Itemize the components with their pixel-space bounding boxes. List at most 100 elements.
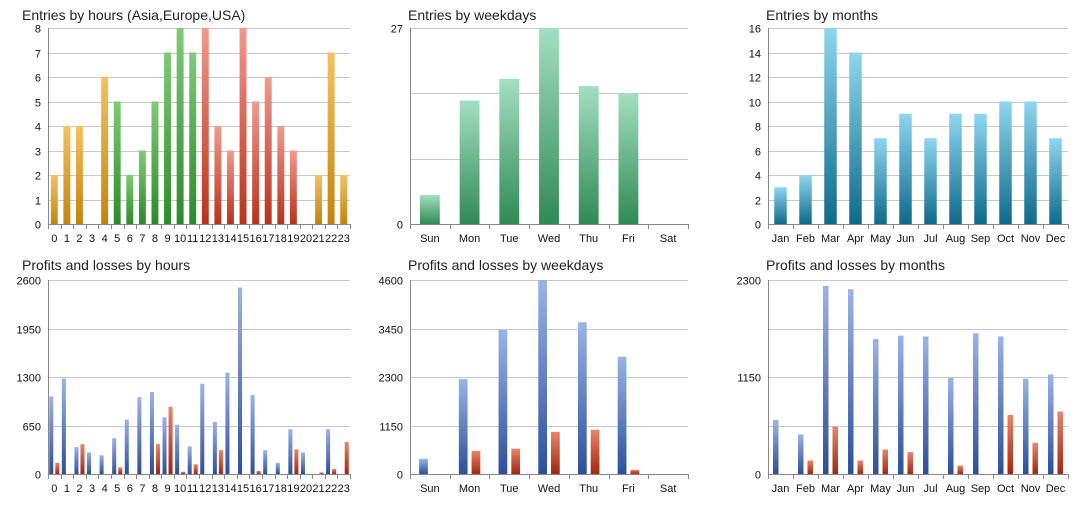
- entries-hours-xtick-label-5: 5: [114, 233, 120, 245]
- entries-hours-ytick-label: 8: [35, 24, 41, 36]
- entries-hours-xtick-label-20: 20: [300, 233, 312, 245]
- pl-hours-profits-bar-5: [112, 438, 117, 474]
- pl-weekdays-title: Profits and losses by weekdays: [408, 257, 603, 273]
- entries-hours-xtick-label-14: 14: [224, 233, 236, 245]
- entries-hours-ytick-label: 2: [35, 171, 41, 183]
- entries-hours-xtick-label-13: 13: [212, 233, 224, 245]
- pl-hours-ytick-label: 650: [23, 422, 41, 434]
- pl-months-xtick-label-jul: Jul: [923, 483, 937, 495]
- pl-hours-losses-bar-5: [118, 467, 123, 474]
- entries-hours-bar-18: [277, 126, 285, 224]
- pl-hours-profits-bar-19: [288, 429, 293, 474]
- entries-hours-ytick-label: 4: [35, 122, 41, 134]
- pl-weekdays-profits-bar-thu: [577, 322, 587, 474]
- entries-hours-bar-7: [138, 150, 146, 224]
- pl-months-losses-bar-feb: [807, 460, 813, 474]
- pl-weekdays-xtick-label-fri: Fri: [622, 483, 635, 495]
- entries-months-xtick-label-may: May: [870, 233, 891, 245]
- chart-panel-pl-months: Profits and losses by months 0 1150 2300 Jan…: [716, 250, 1075, 500]
- pl-months-ytick-label: 1150: [737, 373, 761, 385]
- pl-weekdays-ytick-label: 1150: [379, 422, 403, 434]
- pl-hours-profits-bar-16: [250, 394, 255, 474]
- pl-weekdays-profits-bar-sun: [419, 458, 428, 474]
- pl-months-losses-bar-may: [882, 449, 888, 474]
- entries-months-bar-dec: [1049, 138, 1062, 224]
- pl-weekdays-losses-bar-thu: [590, 429, 600, 474]
- pl-hours-xtick-label-6: 6: [127, 483, 133, 495]
- entries-hours-bar-1: [63, 126, 71, 224]
- entries-hours-xtick-label-0: 0: [51, 233, 57, 245]
- pl-weekdays-ytick-label: 0: [397, 470, 403, 482]
- entries-months-ytick-label: 2: [755, 196, 761, 208]
- pl-weekdays-xtick-label-wed: Wed: [538, 483, 560, 495]
- pl-hours-losses-bar-23: [344, 441, 349, 474]
- entries-weekdays-bar-wed: [539, 28, 559, 224]
- pl-hours-xtick-label-4: 4: [102, 483, 108, 495]
- pl-hours-losses-bar-19: [294, 449, 299, 474]
- entries-weekdays-bar-tue: [499, 78, 520, 224]
- entries-months-bar-apr: [849, 52, 862, 224]
- pl-months-xtick-label-mar: Mar: [821, 483, 840, 495]
- entries-hours-xtick-label-21: 21: [312, 233, 324, 245]
- chart-panel-entries-months: Entries by months 0 2 4 6 8 10 12 14 16 Jan Feb Mar A…: [716, 0, 1075, 250]
- pl-months-losses-bar-dec: [1057, 411, 1063, 474]
- entries-hours-title: Entries by hours (Asia,Europe,USA): [22, 7, 245, 23]
- pl-hours-xtick-label-1: 1: [64, 483, 70, 495]
- entries-weekdays-bar-fri: [618, 93, 639, 224]
- entries-hours-bar-22: [327, 52, 335, 224]
- entries-hours-xtick-label-17: 17: [262, 233, 274, 245]
- chart-pl-weekdays: Profits and losses by weekdays 0 1150 2300 3…: [379, 257, 689, 495]
- pl-months-ytick-label: 0: [755, 470, 761, 482]
- entries-weekdays-xtick-label-sat: Sat: [660, 233, 677, 245]
- pl-hours-losses-bar-16: [256, 471, 261, 474]
- entries-hours-xtick-label-10: 10: [174, 233, 186, 245]
- entries-weekdays-bar-mon: [459, 100, 480, 224]
- entries-months-xtick-label-jul: Jul: [923, 233, 937, 245]
- pl-hours-profits-bar-7: [137, 397, 142, 474]
- entries-months-xtick-label-mar: Mar: [821, 233, 840, 245]
- pl-hours-profits-bar-20: [300, 452, 305, 474]
- pl-months-losses-bar-jun: [907, 452, 913, 474]
- pl-months-profits-bar-may: [873, 339, 879, 474]
- pl-months-profits-bar-mar: [823, 285, 829, 474]
- pl-months-losses-bar-nov: [1032, 442, 1038, 474]
- entries-hours-xtick-label-19: 19: [287, 233, 299, 245]
- pl-hours-xtick-label-3: 3: [89, 483, 95, 495]
- pl-months-profits-bar-sep: [973, 333, 979, 474]
- pl-months-profits-bar-jul: [923, 336, 929, 474]
- pl-hours-xtick-label-21: 21: [312, 483, 324, 495]
- pl-hours-losses-bar-8: [155, 444, 160, 474]
- pl-months-xtick-label-apr: Apr: [847, 483, 864, 495]
- pl-months-xtick-label-dec: Dec: [1046, 483, 1066, 495]
- pl-hours-losses-bar-2: [80, 444, 85, 474]
- entries-hours-bar-10: [176, 28, 184, 224]
- pl-hours-title: Profits and losses by hours: [22, 257, 190, 273]
- chart-entries-weekdays: Entries by weekdays 0 27 Sun Mon Tue Wed Thu Fri…: [391, 7, 689, 245]
- entries-hours-xtick-label-15: 15: [237, 233, 249, 245]
- pl-weekdays-ytick-label: 2300: [379, 373, 403, 385]
- entries-months-xtick-label-apr: Apr: [847, 233, 864, 245]
- pl-weekdays-ytick-label: 4600: [379, 276, 403, 288]
- pl-hours-xtick-label-9: 9: [164, 483, 170, 495]
- pl-hours-xtick-label-22: 22: [325, 483, 337, 495]
- chart-entries-months: Entries by months 0 2 4 6 8 10 12 14 16 Jan Feb Mar A…: [749, 7, 1069, 245]
- pl-hours-losses-bar-9: [168, 406, 173, 474]
- pl-weekdays-profits-bar-tue: [498, 329, 508, 474]
- entries-months-title: Entries by months: [766, 7, 878, 23]
- pl-hours-profits-bar-2: [74, 447, 79, 474]
- entries-hours-bar-5: [113, 101, 121, 224]
- entries-months-xtick-label-aug: Aug: [946, 233, 966, 245]
- entries-months-ytick-label: 4: [755, 171, 761, 183]
- pl-months-losses-bar-oct: [1007, 414, 1013, 474]
- entries-weekdays-bar-thu: [578, 86, 599, 225]
- pl-months-profits-bar-oct: [998, 336, 1004, 474]
- pl-hours-ytick-label: 2600: [17, 276, 41, 288]
- pl-months-losses-bar-mar: [832, 426, 838, 474]
- entries-hours-xtick-label-12: 12: [199, 233, 211, 245]
- pl-hours-profits-bar-12: [200, 383, 205, 474]
- chart-pl-months: Profits and losses by months 0 1150 2300 Jan…: [737, 257, 1069, 495]
- pl-months-losses-bar-aug: [957, 465, 963, 474]
- pl-hours-profits-bar-1: [61, 378, 66, 474]
- entries-hours-xtick-label-7: 7: [139, 233, 145, 245]
- pl-hours-xtick-label-13: 13: [212, 483, 224, 495]
